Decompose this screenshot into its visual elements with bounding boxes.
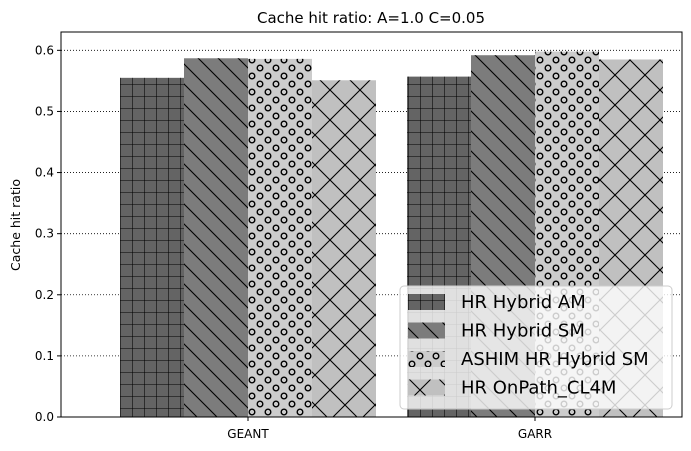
legend-swatch-hatch [408,351,445,367]
y-tick-label: 0.0 [35,410,54,424]
legend-box [399,285,673,410]
y-tick-label: 0.3 [35,227,54,241]
y-tick-label: 0.1 [35,349,54,363]
legend-swatch-hatch [408,379,445,396]
legend: HR Hybrid AM HR Hybrid SM ASHIM HR Hybrid … [399,285,673,410]
legend-label: ASHIM HR Hybrid SM [461,349,649,370]
bar-hatch [120,77,184,417]
x-tick-label: GEANT [227,427,269,441]
axes: 0.0 0.1 0.2 0.3 0.4 0.5 0.6 GEANT GARR [35,31,683,441]
bar-hatch [312,80,376,418]
chart-title: Cache hit ratio: A=1.0 C=0.05 [257,9,485,27]
legend-swatch-hatch [408,322,445,339]
y-tick-label: 0.4 [35,166,54,180]
legend-label: HR OnPath_CL4M [461,378,616,399]
y-tick-label: 0.6 [35,43,54,57]
y-axis-label: Cache hit ratio [8,179,23,271]
x-tick-label: GARR [518,427,552,441]
bar-hatch [248,58,312,418]
legend-swatch-hatch [408,294,445,310]
legend-label: HR Hybrid AM [461,292,586,313]
y-tick-label: 0.5 [35,104,54,118]
legend-label: HR Hybrid SM [461,321,585,342]
plot-frame [60,31,683,418]
bar-hatch [184,58,248,418]
y-tick-label: 0.2 [35,288,54,302]
